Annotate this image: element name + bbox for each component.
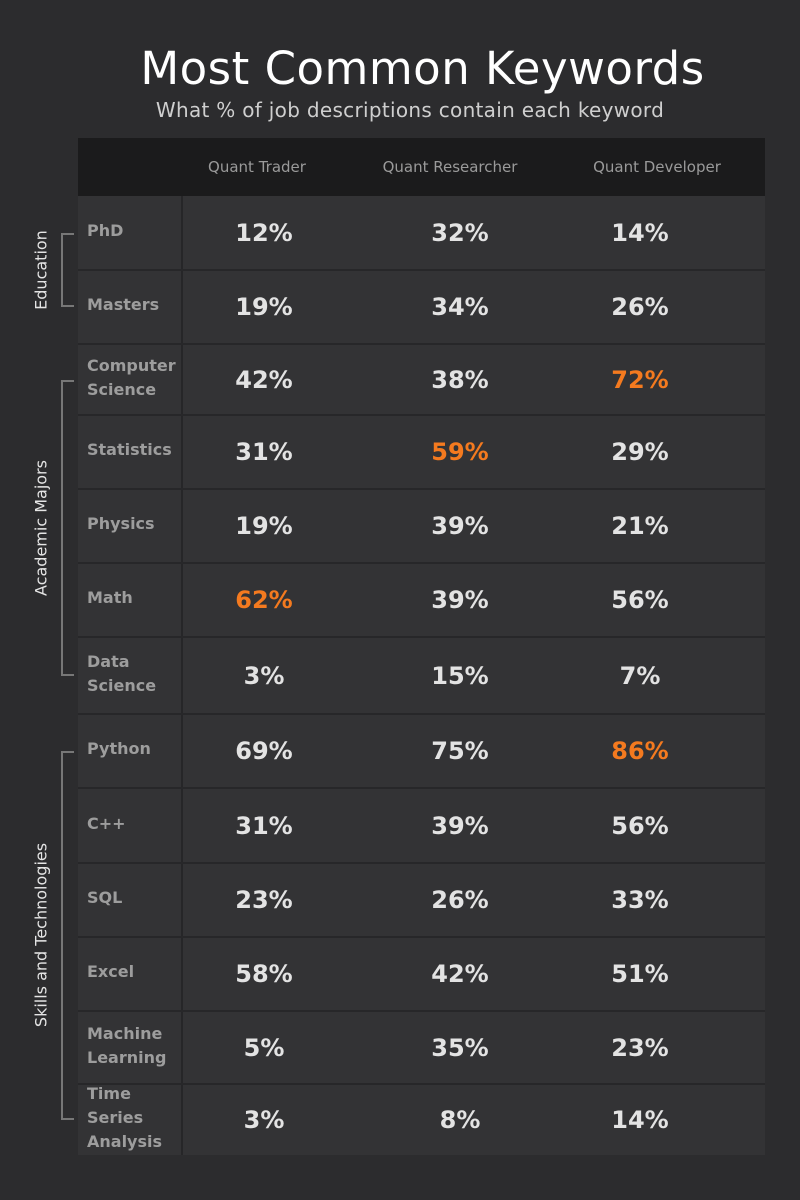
value-cell: 58% bbox=[235, 960, 293, 988]
value-cell: 39% bbox=[431, 811, 489, 840]
value-cell: 59% bbox=[431, 438, 489, 466]
row-separator bbox=[78, 562, 765, 564]
value-cell: 12% bbox=[235, 219, 293, 247]
value-cell: 26% bbox=[611, 293, 669, 321]
value-cell: 7% bbox=[619, 661, 661, 690]
value-cell: 72% bbox=[611, 365, 669, 394]
value-cell: 39% bbox=[431, 512, 489, 540]
group-label: Academic Majors bbox=[31, 455, 51, 600]
row-separator bbox=[78, 713, 765, 715]
row-separator bbox=[78, 862, 765, 864]
value-cell: 56% bbox=[611, 586, 669, 614]
value-cell: 86% bbox=[611, 737, 669, 765]
header-row: Quant Trader Quant Researcher Quant Deve… bbox=[78, 138, 765, 196]
value-cell: 29% bbox=[611, 438, 669, 466]
row-label: Statistics bbox=[87, 440, 172, 459]
row-separator bbox=[78, 636, 765, 638]
table-panel bbox=[78, 138, 765, 1155]
row-label: Python bbox=[87, 739, 151, 758]
value-cell: 32% bbox=[431, 219, 489, 247]
row-separator bbox=[78, 1010, 765, 1012]
value-cell: 38% bbox=[431, 365, 489, 394]
row-label: Math bbox=[87, 588, 133, 607]
group-bracket bbox=[61, 751, 74, 1120]
group-label: Skills and Technologies bbox=[31, 839, 51, 1032]
column-header-quant-developer: Quant Developer bbox=[593, 158, 721, 176]
value-cell: 34% bbox=[431, 293, 489, 321]
value-cell: 39% bbox=[431, 586, 489, 614]
value-cell: 42% bbox=[431, 960, 489, 988]
chart-subtitle: What % of job descriptions contain each … bbox=[155, 98, 665, 122]
row-label: SQL bbox=[87, 888, 123, 907]
row-separator bbox=[78, 269, 765, 271]
value-cell: 5% bbox=[243, 1033, 285, 1062]
value-cell: 21% bbox=[611, 512, 669, 540]
value-cell: 33% bbox=[611, 886, 669, 914]
value-cell: 19% bbox=[235, 293, 293, 321]
value-cell: 3% bbox=[243, 1105, 285, 1134]
column-header-quant-researcher: Quant Researcher bbox=[382, 158, 518, 176]
value-cell: 62% bbox=[235, 586, 293, 614]
row-separator bbox=[78, 1083, 765, 1085]
row-label: Machine Learning bbox=[87, 1023, 167, 1067]
row-separator bbox=[78, 488, 765, 490]
value-cell: 14% bbox=[611, 219, 669, 247]
value-cell: 31% bbox=[235, 811, 293, 840]
value-cell: 42% bbox=[235, 365, 293, 394]
value-cell: 31% bbox=[235, 438, 293, 466]
value-cell: 19% bbox=[235, 512, 293, 540]
row-label: PhD bbox=[87, 221, 124, 240]
group-bracket bbox=[61, 379, 74, 676]
value-cell: 23% bbox=[235, 886, 293, 914]
row-label: Excel bbox=[87, 962, 135, 981]
label-column-divider bbox=[181, 196, 183, 1155]
row-label: Time Series Analysis bbox=[87, 1083, 163, 1151]
group-label: Education bbox=[31, 226, 51, 314]
row-separator bbox=[78, 787, 765, 789]
value-cell: 35% bbox=[431, 1033, 489, 1062]
row-label: Data Science bbox=[87, 651, 157, 695]
row-label: Masters bbox=[87, 295, 160, 314]
row-label: Physics bbox=[87, 514, 155, 533]
value-cell: 3% bbox=[243, 661, 285, 690]
value-cell: 56% bbox=[611, 811, 669, 840]
value-cell: 75% bbox=[431, 737, 489, 765]
value-cell: 15% bbox=[431, 661, 489, 690]
value-cell: 14% bbox=[611, 1105, 669, 1134]
value-cell: 26% bbox=[431, 886, 489, 914]
row-separator bbox=[78, 414, 765, 416]
value-cell: 69% bbox=[235, 737, 293, 765]
row-label: Computer Science bbox=[87, 355, 176, 399]
row-separator bbox=[78, 343, 765, 345]
value-cell: 8% bbox=[439, 1105, 481, 1134]
column-header-quant-trader: Quant Trader bbox=[208, 158, 306, 176]
value-cell: 23% bbox=[611, 1033, 669, 1062]
row-label: C++ bbox=[87, 813, 126, 833]
group-bracket bbox=[61, 233, 74, 307]
value-cell: 51% bbox=[611, 960, 669, 988]
row-separator bbox=[78, 936, 765, 938]
chart-title: Most Common Keywords bbox=[140, 42, 705, 95]
